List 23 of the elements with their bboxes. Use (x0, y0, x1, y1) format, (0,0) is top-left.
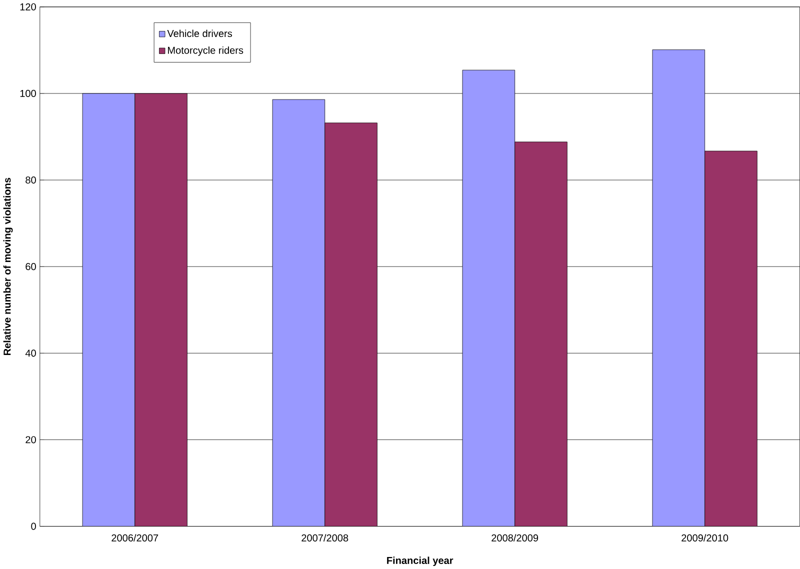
bar (514, 142, 568, 526)
x-tick-label: 2008/2009 (492, 534, 538, 542)
y-tick-label: 120 (20, 3, 36, 10)
y-tick-label: 20 (26, 436, 36, 444)
y-tick-label: 60 (26, 262, 36, 270)
x-axis-title: Financial year (387, 556, 454, 566)
y-tick-label: 80 (26, 176, 36, 184)
legend-label: Vehicle drivers (167, 30, 232, 37)
y-axis-title: Relative number of moving violations (3, 178, 13, 355)
bar (324, 122, 378, 526)
bar (82, 93, 136, 526)
bar (652, 49, 706, 526)
bar (462, 70, 516, 526)
y-tick-label: 100 (20, 90, 36, 97)
bar (272, 99, 326, 526)
bar (134, 93, 188, 526)
legend-label: Motorcycle riders (168, 46, 244, 56)
x-tick-label: 2006/2007 (112, 534, 158, 542)
x-tick-label: 2007/2008 (302, 534, 348, 542)
bar (704, 150, 758, 526)
y-tick-label: 40 (25, 349, 36, 357)
y-tick-label: 0 (31, 522, 36, 530)
x-tick-label: 2009/2010 (682, 534, 728, 542)
